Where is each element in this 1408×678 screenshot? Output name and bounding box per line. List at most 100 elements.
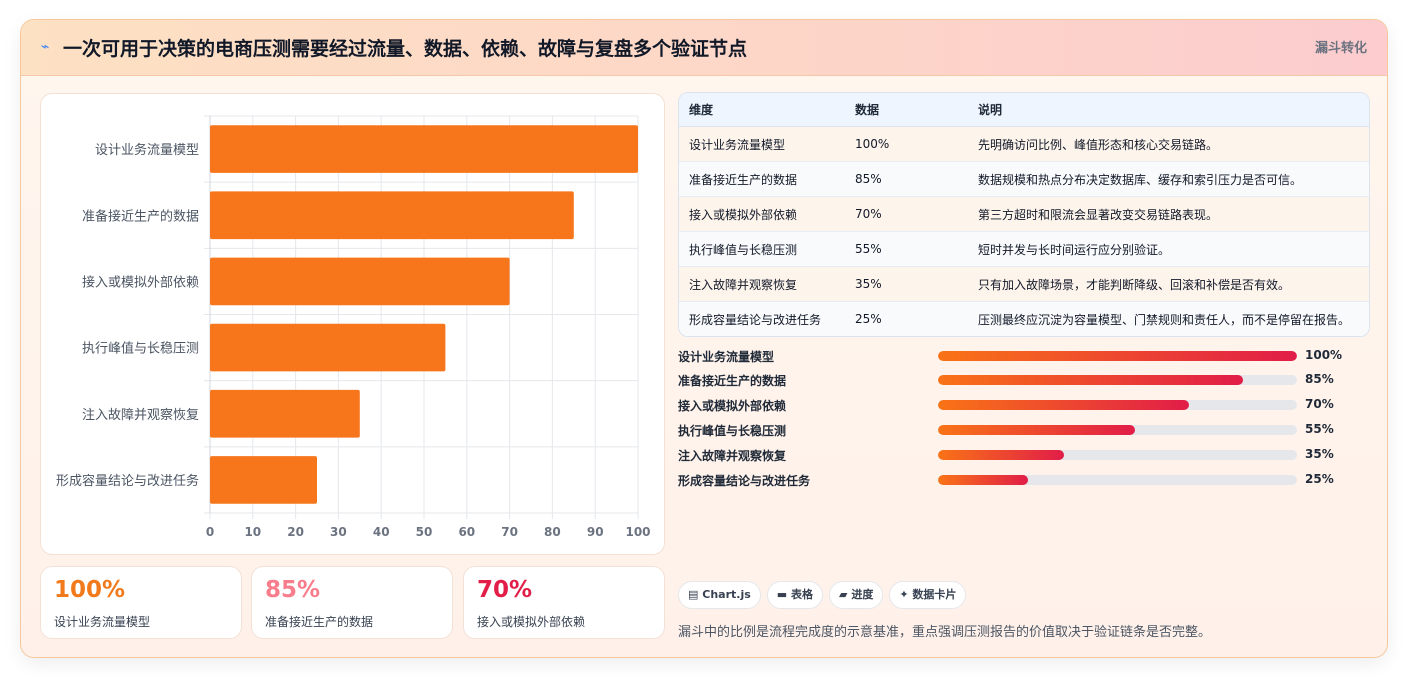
- table-row: 注入故障并观察恢复 35% 只有加入故障场景，才能判断降级、回滚和补偿是否有效。: [679, 266, 1369, 302]
- category-label: 执行峰值与长稳压测: [82, 341, 199, 357]
- progress-icon: ▰: [839, 588, 848, 601]
- table-cell: 设计业务流量模型: [679, 126, 845, 162]
- progress-label: 接入或模拟外部依赖: [678, 399, 787, 413]
- progress-fill: [938, 450, 1064, 460]
- progress-track: [938, 475, 1297, 485]
- table-header-row: 维度 数据 说明: [679, 93, 1369, 127]
- chip-chartjs[interactable]: ▤ Chart.js: [678, 581, 761, 609]
- x-tick-label: 40: [373, 525, 390, 539]
- progress-fill: [938, 475, 1028, 485]
- table-cell: 注入故障并观察恢复: [679, 266, 845, 302]
- table-cell: 短时并发与长时间运行应分别验证。: [968, 231, 1369, 267]
- progress-track: [938, 425, 1297, 435]
- sparkle-icon: ✦: [899, 588, 909, 601]
- progress-row: 注入故障并观察恢复 35%: [678, 445, 1368, 465]
- x-tick-label: 20: [287, 525, 304, 539]
- progress-label: 准备接近生产的数据: [678, 374, 787, 388]
- table-cell: 压测最终应沉淀为容量模型、门禁规则和责任人，而不是停留在报告。: [968, 301, 1369, 336]
- funnel-tag: 漏斗转化: [1314, 41, 1367, 56]
- table-row: 执行峰值与长稳压测 55% 短时并发与长时间运行应分别验证。: [679, 231, 1369, 267]
- x-tick-label: 10: [244, 525, 261, 539]
- category-label: 形成容量结论与改进任务: [56, 473, 199, 489]
- progress-row: 准备接近生产的数据 85%: [678, 370, 1368, 390]
- bar: [210, 125, 638, 173]
- chip-label: 进度: [851, 588, 874, 601]
- progress-label: 形成容量结论与改进任务: [678, 474, 811, 488]
- x-tick-label: 70: [501, 525, 518, 539]
- table-cell: 100%: [845, 126, 968, 162]
- bar: [210, 257, 510, 306]
- x-tick-label: 0: [206, 525, 214, 539]
- table-cell: 35%: [845, 266, 968, 302]
- chip-row: ▤ Chart.js ▬ 表格 ▰ 进度 ✦ 数据卡片: [678, 581, 972, 609]
- chip-label: 数据卡片: [912, 588, 957, 601]
- stat-value: 100%: [54, 577, 126, 603]
- footnote: 漏斗中的比例是流程完成度的示意基准，重点强调压测报告的价值取决于验证链条是否完整…: [678, 625, 1212, 640]
- page-title: 一次可用于决策的电商压测需要经过流量、数据、依赖、故障与复盘多个验证节点: [63, 38, 748, 60]
- header: ⌁ 一次可用于决策的电商压测需要经过流量、数据、依赖、故障与复盘多个验证节点 漏…: [21, 20, 1387, 76]
- chip-label: 表格: [791, 588, 814, 601]
- chip-data-card[interactable]: ✦ 数据卡片: [889, 581, 967, 609]
- stat-card-3: 70% 接入或模拟外部依赖: [463, 566, 665, 639]
- category-label: 注入故障并观察恢复: [82, 408, 199, 423]
- progress-track: [938, 450, 1297, 460]
- x-tick-label: 80: [544, 525, 561, 539]
- progress-fill: [938, 425, 1136, 435]
- category-label: 设计业务流量模型: [95, 142, 199, 158]
- bar-chart: 设计业务流量模型准备接近生产的数据接入或模拟外部依赖执行峰值与长稳压测注入故障并…: [56, 115, 651, 539]
- progress-row: 执行峰值与长稳压测 55%: [678, 420, 1368, 440]
- table-cell: 只有加入故障场景，才能判断降级、回滚和补偿是否有效。: [968, 266, 1369, 302]
- x-tick-label: 100: [625, 525, 650, 539]
- table-cell: 数据规模和热点分布决定数据库、缓存和索引压力是否可信。: [968, 161, 1369, 197]
- column-header: 说明: [968, 93, 1369, 127]
- table-row: 接入或模拟外部依赖 70% 第三方超时和限流会显著改变交易链路表现。: [679, 196, 1369, 232]
- category-label: 准备接近生产的数据: [82, 208, 199, 224]
- column-header: 维度: [679, 93, 845, 127]
- x-tick-label: 30: [330, 525, 347, 539]
- table-row: 形成容量结论与改进任务 25% 压测最终应沉淀为容量模型、门禁规则和责任人，而不…: [679, 301, 1369, 336]
- table-cell: 70%: [845, 196, 968, 232]
- bar: [210, 323, 446, 372]
- x-tick-label: 90: [587, 525, 604, 539]
- table-row: 准备接近生产的数据 85% 数据规模和热点分布决定数据库、缓存和索引压力是否可信…: [679, 161, 1369, 197]
- progress-fill: [938, 351, 1297, 361]
- table-cell: 先明确访问比例、峰值形态和核心交易链路。: [968, 126, 1369, 162]
- stat-card-2: 85% 准备接近生产的数据: [251, 566, 453, 639]
- progress-track: [938, 375, 1297, 385]
- stat-label: 准备接近生产的数据: [265, 615, 374, 629]
- bar: [210, 191, 574, 240]
- table-cell: 形成容量结论与改进任务: [679, 301, 845, 336]
- stat-value: 70%: [477, 577, 533, 603]
- bar: [210, 389, 360, 438]
- progress-row: 接入或模拟外部依赖 70%: [678, 395, 1368, 415]
- stat-label: 接入或模拟外部依赖: [477, 615, 586, 629]
- table-cell: 25%: [845, 301, 968, 336]
- progress-value: 25%: [1305, 472, 1334, 486]
- x-tick-label: 60: [458, 525, 475, 539]
- progress-fill: [938, 400, 1190, 410]
- table-cell: 准备接近生产的数据: [679, 161, 845, 197]
- progress-label: 执行峰值与长稳压测: [678, 424, 787, 438]
- table-icon: ▬: [776, 588, 788, 601]
- chip-progress[interactable]: ▰ 进度: [829, 581, 884, 609]
- category-label: 接入或模拟外部依赖: [82, 274, 199, 290]
- report-card: ⌁ 一次可用于决策的电商压测需要经过流量、数据、依赖、故障与复盘多个验证节点 漏…: [20, 19, 1388, 658]
- progress-fill: [938, 375, 1244, 385]
- stat-label: 设计业务流量模型: [54, 615, 151, 629]
- x-tick-label: 50: [416, 525, 433, 539]
- stat-card-1: 100% 设计业务流量模型: [40, 566, 242, 639]
- bar: [210, 456, 317, 504]
- progress-row: 设计业务流量模型 100%: [678, 346, 1368, 366]
- progress-value: 35%: [1305, 447, 1334, 461]
- column-header: 数据: [845, 93, 968, 127]
- table-row: 设计业务流量模型 100% 先明确访问比例、峰值形态和核心交易链路。: [679, 126, 1369, 162]
- table-cell: 执行峰值与长稳压测: [679, 231, 845, 267]
- table-cell: 55%: [845, 231, 968, 267]
- progress-label: 注入故障并观察恢复: [678, 449, 787, 463]
- table-cell: 接入或模拟外部依赖: [679, 196, 845, 232]
- bar-chart-panel: 设计业务流量模型准备接近生产的数据 接入或模拟外部依赖 执行峰值与长稳压测 注入故障并…: [40, 93, 665, 555]
- chip-table[interactable]: ▬ 表格: [766, 581, 824, 609]
- progress-value: 85%: [1305, 372, 1334, 386]
- table-cell: 85%: [845, 161, 968, 197]
- table-cell: 第三方超时和限流会显著改变交易链路表现。: [968, 196, 1369, 232]
